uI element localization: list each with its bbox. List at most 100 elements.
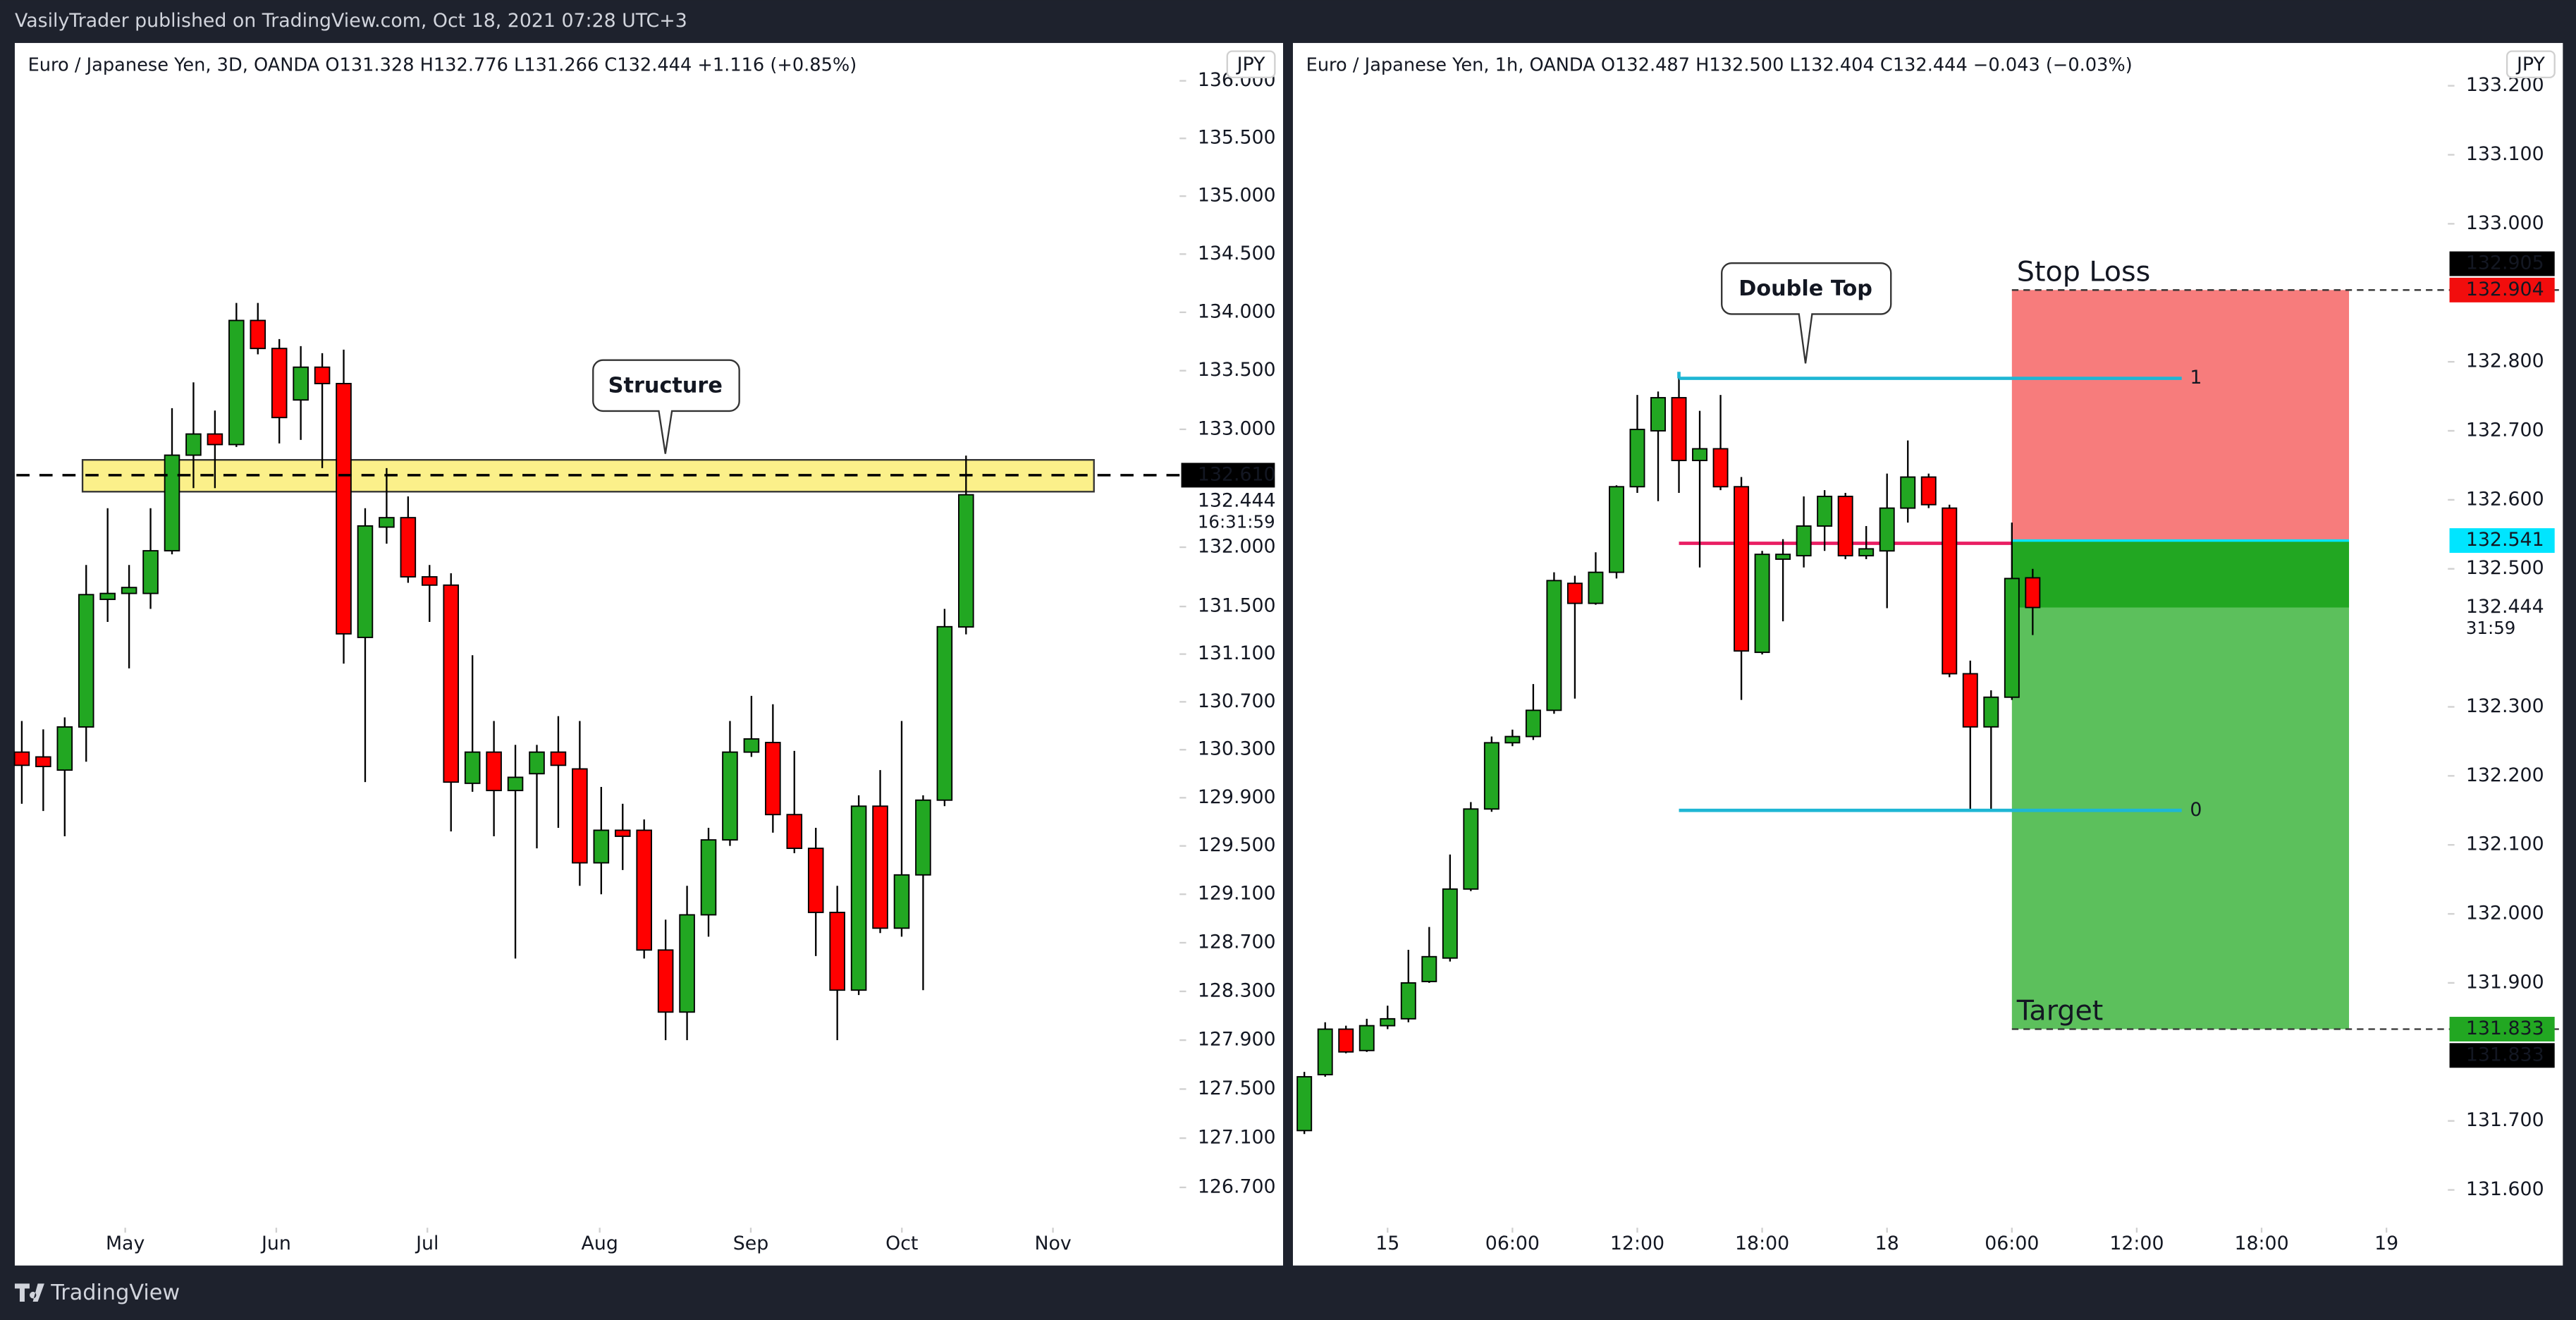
price-label-box (2449, 1043, 2555, 1068)
candle-body (99, 592, 116, 600)
candle-body (271, 348, 288, 419)
candle-body (550, 751, 567, 766)
candle-body (486, 751, 502, 792)
candle-body (1712, 448, 1729, 488)
x-tick-label: 18:00 (1735, 1233, 1789, 1254)
candle-body (1566, 582, 1583, 604)
x-tick-label: Aug (582, 1233, 618, 1254)
y-tick-label: 129.900 (1198, 786, 1276, 808)
candle-body (1338, 1028, 1354, 1053)
candle-body (593, 829, 610, 864)
y-tick-label: 131.600 (2466, 1178, 2544, 1200)
candle-body (443, 584, 460, 783)
currency: JPY (2515, 54, 2545, 75)
y-tick-label: 131.900 (2466, 971, 2544, 993)
chart-title: Euro / Japanese Yen, 1h, OANDA O132.487 … (1306, 55, 2133, 76)
fib-label: 1 (2190, 367, 2202, 389)
right-panel (1292, 42, 2563, 1266)
candle-body (1483, 742, 1499, 810)
x-tick-label: 18:00 (2234, 1233, 2288, 1254)
candle-body (529, 751, 545, 775)
candle-body (35, 756, 51, 767)
candle-body (2025, 577, 2041, 609)
y-tick-label: 132.000 (1198, 536, 1276, 558)
candle-body (357, 525, 374, 638)
candle-body (13, 751, 30, 766)
callout-text: Double Top (1738, 276, 1872, 301)
y-tick-label: 133.500 (1198, 359, 1276, 381)
publisher-line: VasilyTrader published on TradingView.co… (15, 10, 687, 32)
y-tick-label: 134.000 (1198, 300, 1276, 322)
y-tick-label: 133.000 (1198, 417, 1276, 439)
candle-body (614, 829, 631, 837)
y-tick-label: 130.700 (1198, 690, 1276, 712)
candle-body (1421, 955, 1437, 982)
currency: JPY (1236, 54, 1265, 75)
x-tick-label: 06:00 (1485, 1233, 1540, 1254)
candle-body (936, 625, 953, 801)
candle-body (1754, 554, 1770, 654)
candle-body (464, 751, 481, 784)
candle-body (1442, 888, 1458, 959)
y-tick-label: 132.000 (2466, 903, 2544, 924)
y-tick-label: 132.200 (2466, 764, 2544, 786)
candle-body (743, 738, 760, 753)
chart-title: Euro / Japanese Yen, 3D, OANDA O131.328 … (28, 55, 857, 76)
y-tick-label: 127.900 (1198, 1029, 1276, 1051)
candle-body (228, 319, 245, 446)
candle-body (850, 805, 867, 991)
candle-body (1463, 808, 1479, 890)
candle-body (722, 751, 738, 841)
candle-body (1358, 1025, 1375, 1051)
chart: Euro / Japanese Yen, 1h, OANDA O132.487 … (1296, 50, 2563, 1254)
candle-body (786, 814, 803, 850)
y-tick-label: 132.700 (2466, 419, 2544, 441)
candle-body (1837, 496, 1853, 557)
candle-body (572, 768, 588, 864)
candle-body (1692, 448, 1708, 461)
candle-body (1546, 580, 1562, 711)
candle-body (336, 383, 352, 635)
price-label: 132.904 (2466, 279, 2544, 300)
candle-body (293, 366, 309, 401)
candle-body (915, 799, 931, 876)
price-label: 131.833 (2466, 1044, 2544, 1065)
currency-box (1226, 50, 1276, 79)
price-label-box (2449, 528, 2555, 554)
x-tick-label: 12:00 (1610, 1233, 1664, 1254)
target-zone (2011, 540, 2350, 1029)
y-tick-label: 132.600 (2466, 488, 2544, 510)
y-tick-label: 131.500 (1198, 595, 1276, 617)
candle-body (1734, 486, 1750, 652)
stop-zone (2011, 290, 2350, 541)
candle-body (1900, 476, 1916, 509)
candle-body (185, 433, 202, 456)
candle-body (958, 494, 974, 628)
callout: Structure (592, 359, 740, 454)
y-tick-label: 135.000 (1198, 185, 1276, 207)
x-tick-label: 18 (1875, 1233, 1899, 1254)
y-tick-label: 129.500 (1198, 834, 1276, 856)
candle-body (2004, 578, 2020, 698)
price-label: 132.610 (1198, 463, 1276, 485)
x-tick-label: 15 (1375, 1233, 1399, 1254)
candle-body (1400, 982, 1416, 1020)
price-label: 132.541 (2466, 529, 2544, 551)
price-label-box (2449, 1017, 2555, 1041)
candle-body (1671, 397, 1687, 461)
candle-body (1796, 525, 1812, 557)
y-tick-label: 132.100 (2466, 833, 2544, 855)
candle-body (679, 914, 695, 1013)
candle-body (1879, 507, 1895, 552)
candle-body (1920, 476, 1937, 506)
candle-body (1983, 696, 1999, 728)
y-tick-label: 126.700 (1198, 1175, 1276, 1197)
x-tick-label: Jun (260, 1233, 291, 1254)
y-tick-label: 128.300 (1198, 979, 1276, 1001)
candle-body (422, 576, 438, 586)
logo: TradingView (14, 1281, 180, 1305)
logo-mark (14, 1283, 44, 1302)
callout-text: Structure (608, 373, 723, 398)
